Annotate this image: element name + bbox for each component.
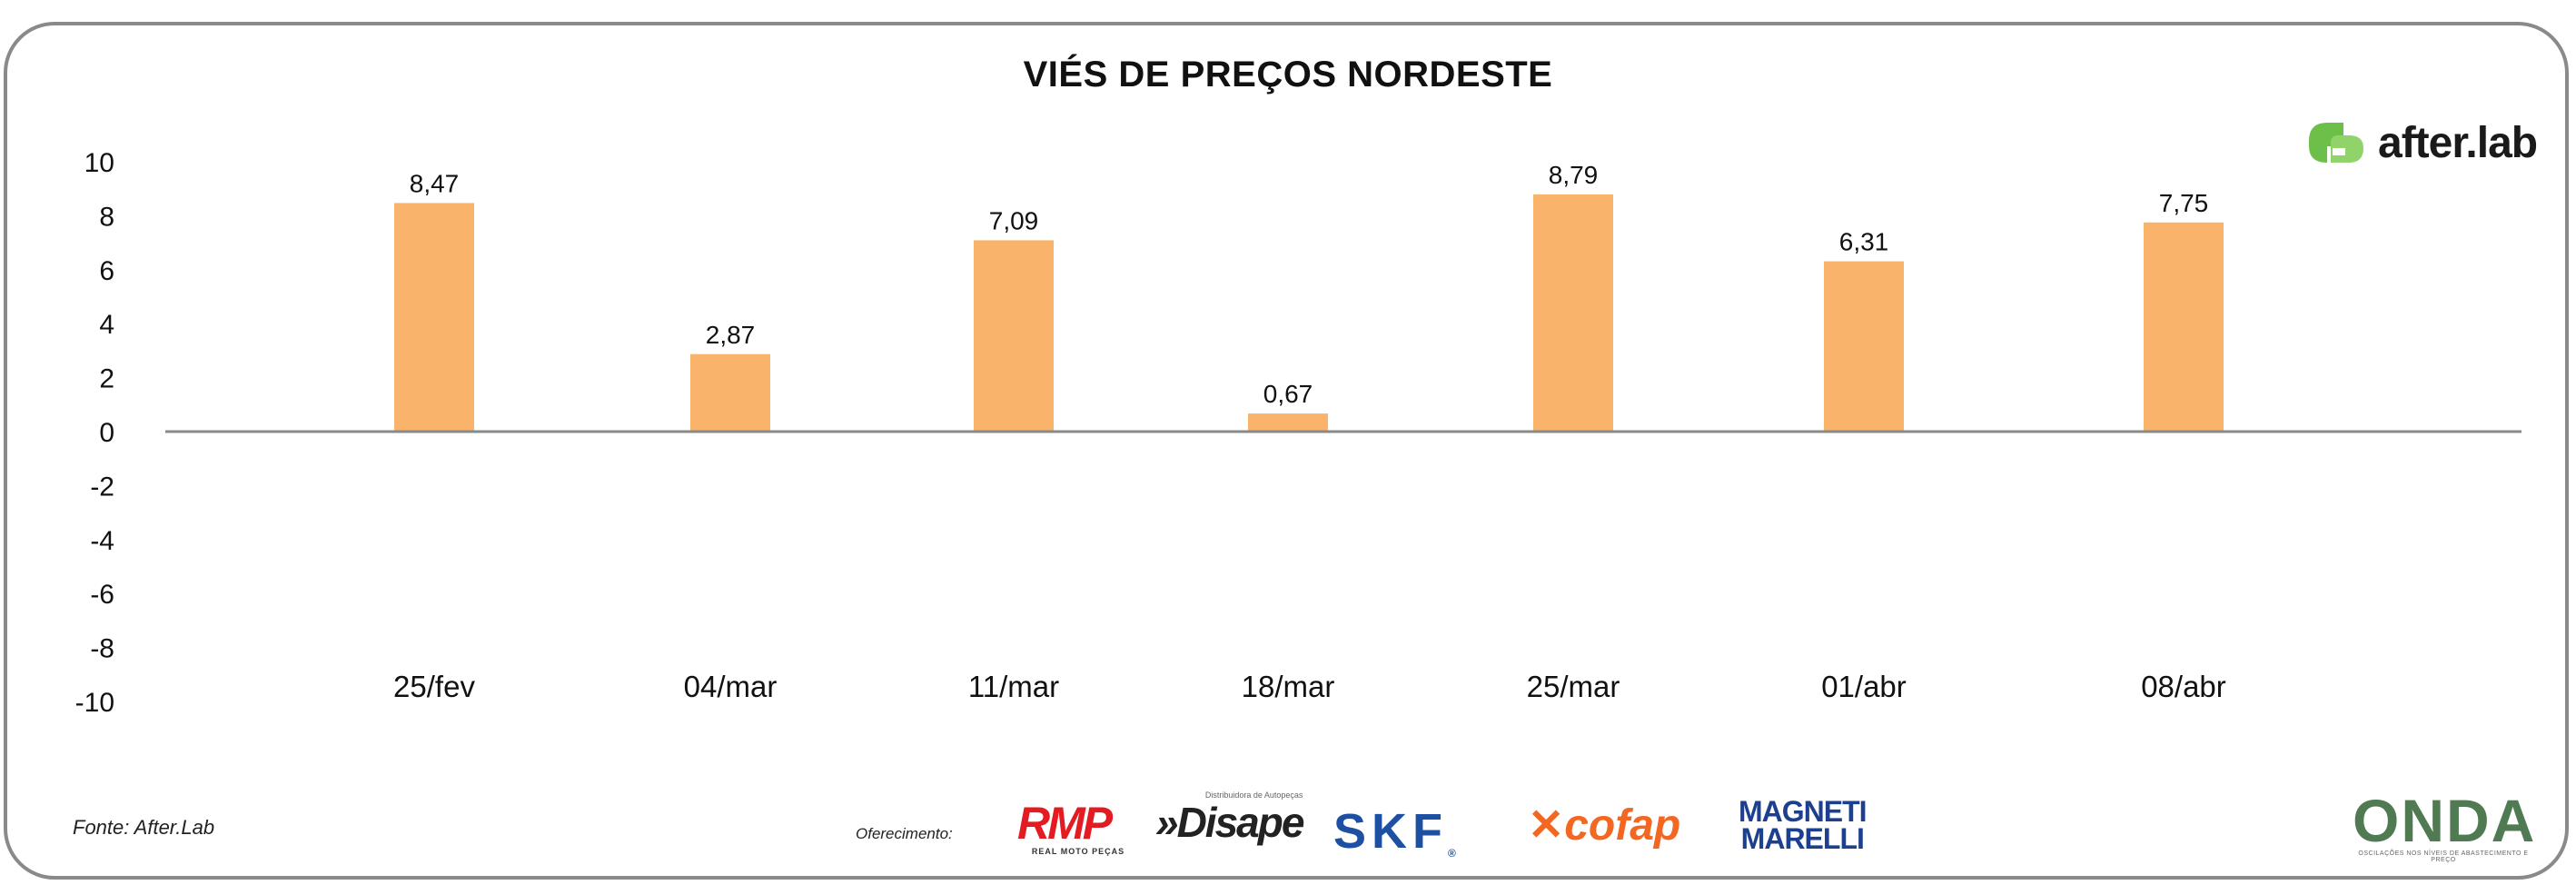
x-tick-label: 25/fev [393,670,475,703]
onda-logo: ONDA OSCILAÇÕES NOS NÍVEIS DE ABASTECIME… [2353,787,2537,863]
bar [394,203,474,432]
bar-value-label: 7,75 [2159,189,2209,217]
sponsor-label: Oferecimento: [856,825,953,842]
bar [2144,222,2224,432]
bar-value-label: 8,47 [410,169,460,197]
cofap-logo: ✕cofap [1528,801,1681,850]
magneti-marelli-logo: MAGNETI MARELLI [1739,795,1868,855]
skf-logo: SKF® [1333,804,1456,860]
chart-title: VIÉS DE PREÇOS NORDESTE [1023,55,1553,94]
y-tick-label: -8 [90,634,114,664]
afterlab-logo-text: after.lab [2378,118,2538,167]
y-tick-label: 2 [99,364,114,394]
bar [690,353,770,432]
y-tick-label: 0 [99,418,114,448]
afterlab-logo: after.lab [2304,114,2538,171]
y-tick-label: -2 [90,472,114,502]
x-tick-label: 11/mar [968,670,1059,703]
y-tick-label: -4 [90,526,114,556]
bar [1824,261,1904,432]
rmp-logo: RMP REAL MOTO PEÇAS [1017,798,1125,856]
y-tick-label: -10 [75,688,114,718]
bar-value-label: 6,31 [1839,228,1889,256]
x-tick-label: 25/mar [1527,670,1620,703]
chart-frame [4,22,2569,880]
bar-value-label: 8,79 [1549,161,1599,189]
x-tick-label: 18/mar [1242,670,1335,703]
y-tick-label: 6 [99,256,114,286]
x-tick-label: 04/mar [684,670,778,703]
disape-logo: Distribuidora de Autopeças »Disape [1155,791,1304,846]
y-tick-label: 10 [84,148,114,178]
bar-value-label: 2,87 [706,321,756,349]
bar [1533,194,1613,432]
y-tick-label: 4 [99,310,114,340]
y-tick-label: -6 [90,580,114,610]
bar-value-label: 7,09 [989,206,1039,234]
bar [974,240,1054,432]
afterlab-logo-icon [2309,123,2363,163]
source-note: Fonte: After.Lab [73,816,215,839]
bar [1248,413,1328,432]
x-tick-label: 08/abr [2141,670,2226,703]
x-tick-label: 01/abr [1821,670,1907,703]
bar-value-label: 0,67 [1263,380,1313,408]
y-tick-label: 8 [99,202,114,232]
